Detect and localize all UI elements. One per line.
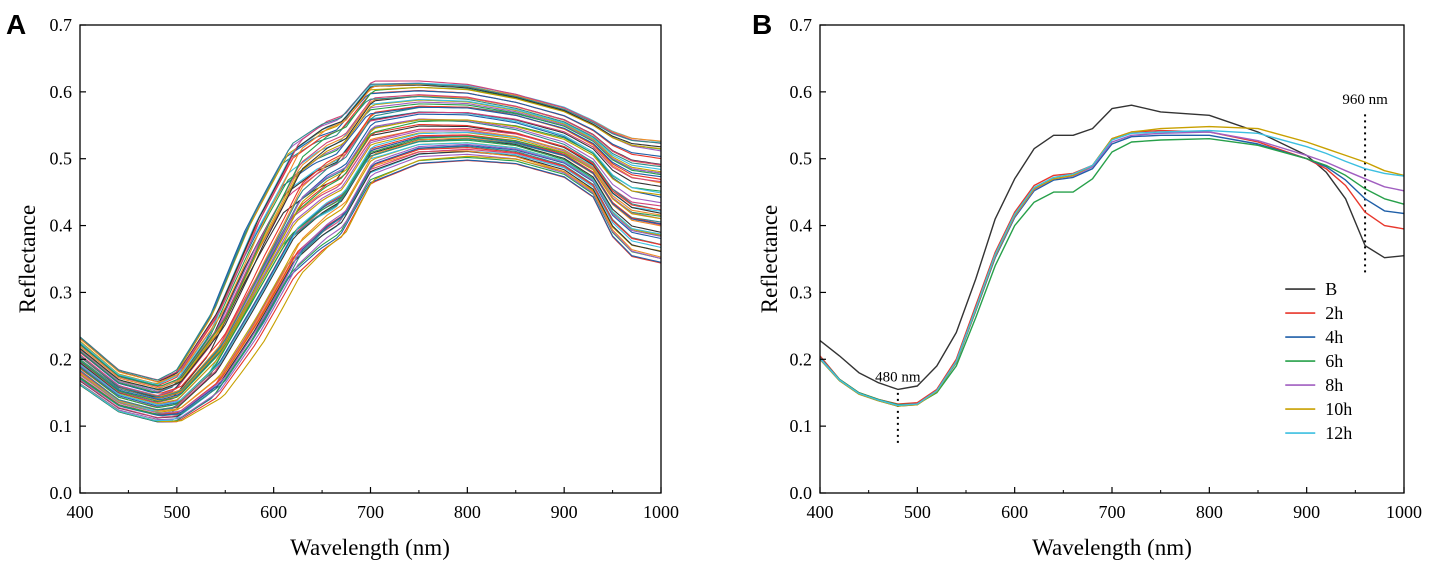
panel-b-plot-frame — [819, 24, 1405, 494]
panel-a-x-tick-label: 800 — [454, 502, 481, 522]
panel-a-y-axis-title: Reflectance — [15, 205, 40, 314]
panel-a-spectrum-line — [79, 132, 662, 405]
panel-a-spectrum-line — [79, 143, 662, 414]
series-line-2h — [819, 129, 1405, 405]
panel-b: B 480 nm 960 nm 400 500 600 700 800 900 1000 0.0… — [752, 9, 1422, 560]
panel-b-x-tick-label: 800 — [1196, 502, 1223, 522]
legend-label-2h: 2h — [1325, 303, 1343, 323]
panel-b-y-tick-label: 0.4 — [790, 216, 813, 236]
panel-b-y-tick-label: 0.6 — [790, 82, 813, 102]
panel-a-ticks: 400 500 600 700 800 900 1000 0.0 0.1 0.2 0.3 0.4 0.5… — [50, 15, 680, 522]
panel-a-x-tick-label: 600 — [260, 502, 287, 522]
panel-a-x-tick-label: 900 — [551, 502, 578, 522]
panel-b-x-tick-label: 700 — [1099, 502, 1126, 522]
annotation-label-960: 960 nm — [1342, 92, 1388, 108]
panel-a-spectrum-line — [79, 153, 662, 421]
panel-a-spectrum-line — [79, 128, 662, 402]
panel-b-y-axis-title: Reflectance — [757, 205, 782, 314]
panel-a-y-tick-label: 0.6 — [50, 82, 73, 102]
panel-a-spectrum-line — [79, 119, 662, 398]
panel-a-spectrum-line — [79, 150, 662, 419]
panel-a-x-tick-label: 1000 — [643, 502, 679, 522]
panel-b-x-tick-label: 400 — [807, 502, 834, 522]
panel-a-y-tick-label: 0.5 — [50, 149, 73, 169]
panel-a-spectrum-line — [79, 84, 662, 383]
series-line-10h — [819, 125, 1405, 407]
panel-a-spectrum-line — [79, 130, 662, 406]
panel-a-spectrum-line — [79, 156, 662, 423]
series-line-B — [819, 104, 1405, 391]
panel-a-spectrum-line — [79, 103, 662, 393]
series-line-6h — [819, 138, 1405, 406]
panel-a-spectrum-line — [79, 147, 662, 415]
panel-a-spectrum-line — [79, 159, 662, 423]
legend-label-8h: 8h — [1325, 375, 1343, 395]
panel-b-y-tick-label: 0.0 — [790, 483, 813, 503]
panel-b-y-tick-label: 0.1 — [790, 416, 813, 436]
panel-b-series — [819, 104, 1405, 407]
panel-a-spectrum-line — [79, 159, 662, 423]
panel-a-spectrum-line — [79, 119, 662, 402]
series-line-4h — [819, 134, 1405, 407]
panel-a-x-tick-label: 700 — [357, 502, 384, 522]
panel-b-x-axis-title: Wavelength (nm) — [1032, 535, 1192, 560]
panel-a-x-tick-label: 500 — [163, 502, 190, 522]
legend-label-4h: 4h — [1325, 327, 1343, 347]
panel-a-y-tick-label: 0.0 — [50, 483, 73, 503]
panel-b-annotations: 480 nm 960 nm — [875, 92, 1388, 443]
panel-a-spectrum-line — [79, 113, 662, 400]
panel-a-spectrum-line — [79, 145, 662, 417]
panel-a-spectrum-line — [79, 82, 662, 386]
panel-a-letter: A — [6, 9, 26, 40]
panel-b-legend: B 2h 4h 6h 8h 10h 12h — [1285, 279, 1352, 443]
panel-b-y-tick-label: 0.7 — [790, 15, 813, 35]
panel-b-x-tick-label: 500 — [904, 502, 931, 522]
legend-label-B: B — [1325, 279, 1337, 299]
panel-a-spectrum-line — [79, 80, 662, 381]
panel-b-y-tick-label: 0.2 — [790, 349, 813, 369]
annotation-label-480: 480 nm — [875, 369, 921, 385]
panel-a-y-tick-label: 0.7 — [50, 15, 73, 35]
legend-label-10h: 10h — [1325, 399, 1352, 419]
panel-a-series — [79, 80, 662, 423]
panel-a: A 400 500 600 700 800 900 1000 0.0 0.1 0.2 0.3 0.4 0… — [6, 9, 679, 560]
panel-a-y-tick-label: 0.1 — [50, 416, 73, 436]
panel-b-ticks: 400 500 600 700 800 900 1000 0.0 0.1 0.2 0.3 0.4 0.5… — [790, 15, 1423, 522]
panel-b-letter: B — [752, 9, 772, 40]
panel-a-y-tick-label: 0.4 — [50, 216, 73, 236]
panel-a-spectrum-line — [79, 83, 662, 381]
panel-b-x-tick-label: 1000 — [1386, 502, 1422, 522]
series-line-8h — [819, 131, 1405, 407]
panel-a-y-tick-label: 0.3 — [50, 282, 73, 302]
panel-b-x-tick-label: 600 — [1001, 502, 1028, 522]
legend-label-6h: 6h — [1325, 351, 1343, 371]
panel-b-y-tick-label: 0.3 — [790, 282, 813, 302]
panel-a-x-tick-label: 400 — [67, 502, 94, 522]
panel-a-spectrum-line — [79, 137, 662, 412]
legend-label-12h: 12h — [1325, 423, 1352, 443]
panel-a-x-axis-title: Wavelength (nm) — [290, 535, 450, 560]
panel-a-plot-frame — [79, 24, 662, 494]
panel-b-y-tick-label: 0.5 — [790, 149, 813, 169]
series-line-12h — [819, 129, 1405, 407]
panel-a-y-tick-label: 0.2 — [50, 349, 73, 369]
panel-b-x-tick-label: 900 — [1293, 502, 1320, 522]
panel-a-spectrum-line — [79, 145, 662, 416]
